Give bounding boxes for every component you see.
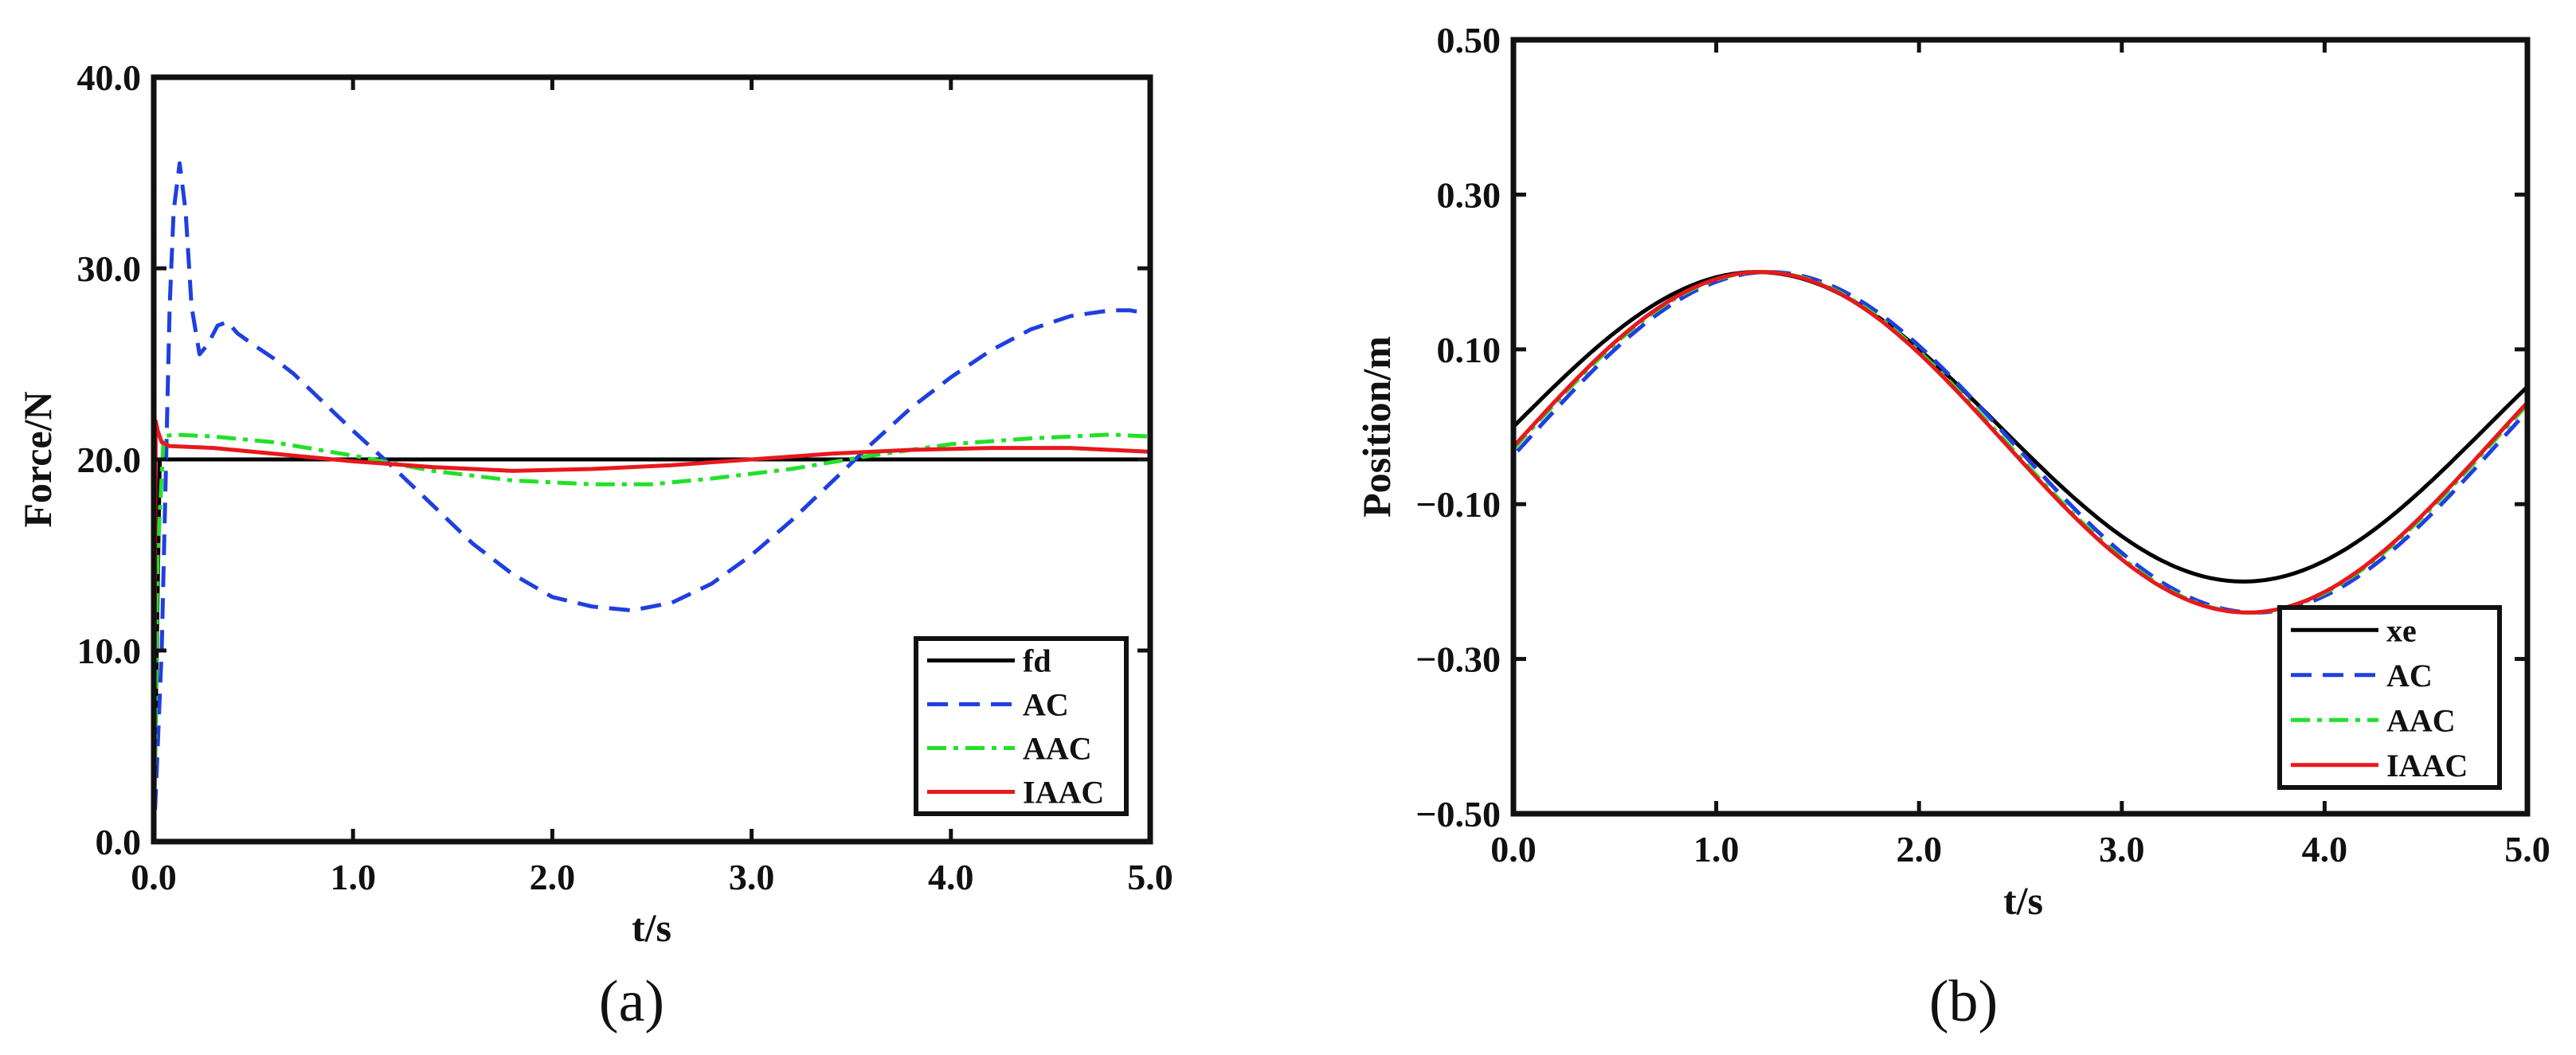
legend-label-iaac: IAAC (2386, 748, 2468, 783)
y-tick-label: 0.0 (96, 822, 142, 862)
y-tick-label: −0.30 (1415, 639, 1501, 680)
position-legend: xe AC AAC IAAC (2277, 605, 2502, 790)
legend-box (914, 636, 1129, 816)
x-tick-label: 5.0 (2504, 829, 2551, 869)
y-tick-label: 20.0 (77, 440, 142, 480)
y-tick-label: 40.0 (77, 57, 142, 98)
y-tick-label: −0.10 (1415, 484, 1501, 525)
series-line-aac (1512, 270, 2529, 615)
y-tick-label: 0.10 (1437, 330, 1501, 370)
y-tick-label: −0.50 (1415, 794, 1501, 834)
x-tick-label: 1.0 (1693, 829, 1740, 869)
series-line-ac (151, 161, 1151, 842)
legend-label-ac: AC (2386, 658, 2433, 694)
series-line-ac (1516, 270, 2529, 615)
x-tick-label: 2.0 (530, 857, 576, 897)
position-axis-ticks (1511, 37, 2530, 816)
legend-label-iaac: IAAC (1023, 775, 1104, 811)
position-chart: 0.0 1.0 2.0 3.0 4.0 5.0 −0.50 −0.30 −0.10 0.10 0.3… (1354, 20, 2551, 1034)
legend-box (2277, 605, 2502, 790)
y-tick-label: 0.30 (1437, 174, 1501, 215)
force-tick-labels: 0.0 1.0 2.0 3.0 4.0 5.0 0.0 10.0 20.0 30.0 40.0 (77, 57, 1173, 897)
force-axis-ticks (151, 75, 1153, 844)
y-tick-label: 30.0 (77, 248, 142, 289)
x-tick-label: 2.0 (1896, 829, 1942, 869)
series-line-iaac (1512, 270, 2529, 615)
x-tick-label: 5.0 (1127, 857, 1173, 897)
legend-label-aac: AAC (1023, 731, 1092, 767)
x-tick-label: 3.0 (729, 857, 775, 897)
force-y-axis-label: Force/N (15, 391, 60, 527)
y-tick-label: 0.50 (1437, 20, 1501, 61)
position-plot-lines (1512, 270, 2529, 615)
x-tick-label: 0.0 (131, 857, 177, 897)
position-y-axis-label: Position/m (1354, 336, 1399, 518)
legend-label-fd: fd (1023, 643, 1051, 679)
force-x-axis-label: t/s (632, 905, 671, 950)
series-line-aac (151, 432, 1151, 842)
legend-label-xe: xe (2386, 612, 2417, 648)
force-chart: 0.0 1.0 2.0 3.0 4.0 5.0 0.0 10.0 20.0 30.0 40.0 t/… (15, 57, 1173, 1034)
position-tick-labels: 0.0 1.0 2.0 3.0 4.0 5.0 −0.50 −0.30 −0.10 0.10 0.3… (1415, 20, 2550, 869)
panel-label-b: (b) (1929, 969, 1998, 1034)
x-tick-label: 3.0 (2099, 829, 2145, 869)
series-line-iaac (151, 419, 1151, 842)
panel-label-a: (a) (599, 969, 664, 1034)
legend-label-ac: AC (1023, 687, 1069, 723)
series-line-xe (1512, 270, 2529, 584)
legend-label-aac: AAC (2386, 702, 2456, 738)
x-tick-label: 4.0 (2302, 829, 2348, 869)
x-tick-label: 4.0 (928, 857, 974, 897)
position-plot-frame (1510, 37, 2531, 817)
x-tick-label: 1.0 (330, 857, 376, 897)
x-tick-label: 0.0 (1490, 829, 1537, 869)
force-legend: fd AC AAC IAAC (914, 636, 1129, 816)
position-x-axis-label: t/s (2003, 878, 2043, 923)
y-tick-label: 10.0 (77, 631, 142, 671)
